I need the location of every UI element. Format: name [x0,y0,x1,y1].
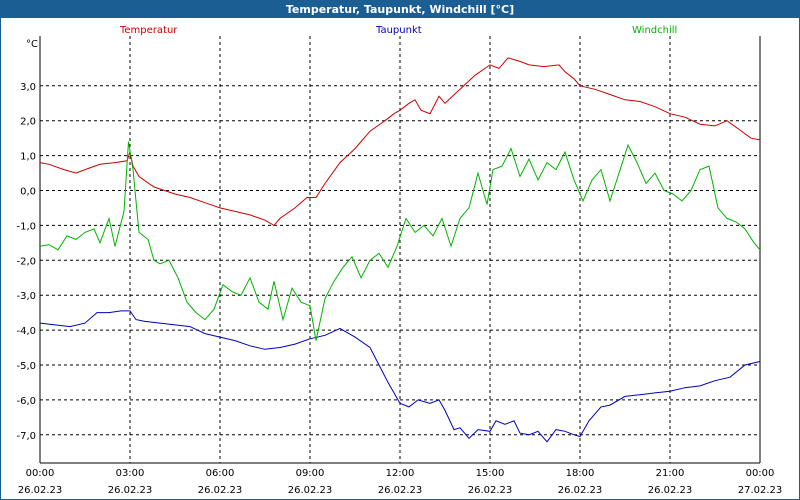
x-tick-time: 06:00 [206,468,235,479]
x-tick-date: 26.02.23 [648,485,693,496]
y-tick-label: -7,0 [16,431,36,442]
y-tick-label: 3,0 [20,82,36,93]
y-tick-label: -4,0 [16,326,36,337]
x-tick-date: 26.02.23 [108,485,153,496]
x-tick-date: 27.02.23 [738,485,783,496]
series-line-windchill [39,141,761,341]
x-tick-date: 26.02.23 [378,485,423,496]
chart-title: Temperatur, Taupunkt, Windchill [°C] [1,1,799,18]
x-tick-date: 26.02.23 [558,485,603,496]
x-tick-time: 15:00 [476,468,505,479]
y-tick-label: -3,0 [16,291,36,302]
x-tick-date: 26.02.23 [288,485,333,496]
y-tick-label: -5,0 [16,361,36,372]
x-tick-time: 03:00 [116,468,145,479]
series-line-temperatur [39,57,761,227]
x-tick-time: 18:00 [566,468,595,479]
y-tick-label: 1,0 [20,152,36,163]
y-tick-label: 2,0 [20,117,36,128]
y-tick-label: -6,0 [16,396,36,407]
x-tick-time: 00:00 [746,468,775,479]
x-tick-date: 26.02.23 [198,485,243,496]
y-tick-label: -1,0 [16,221,36,232]
x-tick-time: 12:00 [386,468,415,479]
x-tick-date: 26.02.23 [18,485,63,496]
y-tick-label: -2,0 [16,256,36,267]
legend-taupunkt: Taupunkt [376,25,422,36]
series-line-taupunkt [39,310,761,443]
x-tick-time: 00:00 [26,468,55,479]
legend-windchill: Windchill [632,25,678,36]
x-tick-time: 09:00 [296,468,325,479]
y-axis-unit: °C [26,39,38,50]
legend-temperatur: Temperatur [120,25,178,36]
x-tick-time: 21:00 [656,468,685,479]
y-tick-label: 0,0 [20,187,36,198]
x-tick-date: 26.02.23 [468,485,513,496]
